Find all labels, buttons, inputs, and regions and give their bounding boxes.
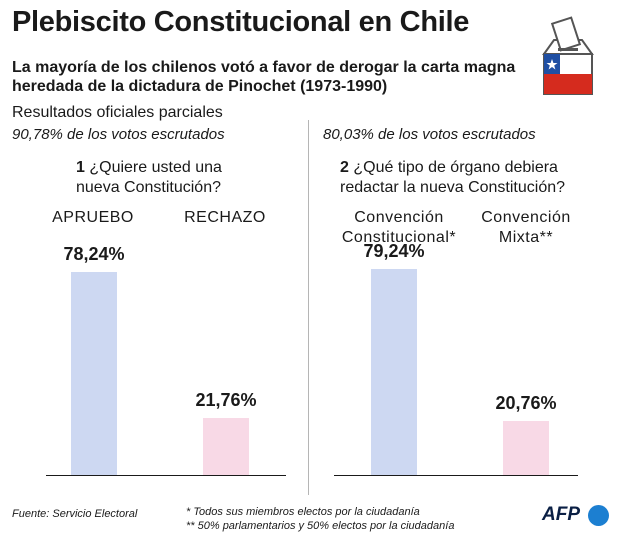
category-label-rechazo: RECHAZO: [184, 209, 266, 226]
baseline-2: [334, 475, 578, 476]
question-1: 1 ¿Quiere usted una nueva Constitución?: [76, 158, 246, 198]
page-title: Plebiscito Constitucional en Chile: [12, 6, 470, 38]
category-label-convencion-mixta: Convención Mixta**: [481, 209, 571, 246]
value-label-convencion-mixta: 20,76%: [495, 393, 557, 414]
panel-divider: [308, 120, 309, 495]
value-label-convencion-constitucional: 79,24%: [363, 240, 425, 261]
bar-convencion-mixta: [503, 421, 549, 475]
bar-convencion-constitucional: [371, 268, 417, 475]
value-label-apruebo: 78,24%: [63, 243, 125, 264]
source-note: Fuente: Servicio Electoral: [12, 508, 138, 520]
footnote-1: * Todos sus miembros electos por la ciud…: [186, 506, 420, 518]
chile-flag-icon: [544, 54, 592, 94]
question-2: 2 ¿Qué tipo de órgano debiera redactar l…: [340, 158, 600, 198]
scrutiny-note-2: 80,03% de los votos escrutados: [323, 126, 536, 143]
footnote-2: ** 50% parlamentarios y 50% electos por …: [186, 520, 455, 532]
ballot-box-icon: [538, 14, 598, 98]
scrutiny-note-1: 90,78% de los votos escrutados: [12, 126, 225, 143]
afp-logo: AFP: [542, 504, 580, 525]
question-1-text: ¿Quiere usted una nueva Constitución?: [76, 159, 222, 196]
baseline-1: [46, 475, 286, 476]
category-label-apruebo: APRUEBO: [52, 209, 134, 226]
question-2-number: 2: [340, 159, 349, 176]
bar-rechazo: [203, 418, 249, 475]
results-label: Resultados oficiales parciales: [12, 104, 223, 121]
bar-apruebo: [71, 271, 117, 475]
question-2-text: ¿Qué tipo de órgano debiera redactar la …: [340, 159, 566, 196]
question-1-number: 1: [76, 159, 85, 176]
subtitle: La mayoría de los chilenos votó a favor …: [12, 59, 516, 95]
category-label-convencion-constitucional: Convención Constitucional*: [341, 209, 457, 246]
value-label-rechazo: 21,76%: [195, 390, 257, 411]
afp-logo-dot: [588, 505, 609, 526]
